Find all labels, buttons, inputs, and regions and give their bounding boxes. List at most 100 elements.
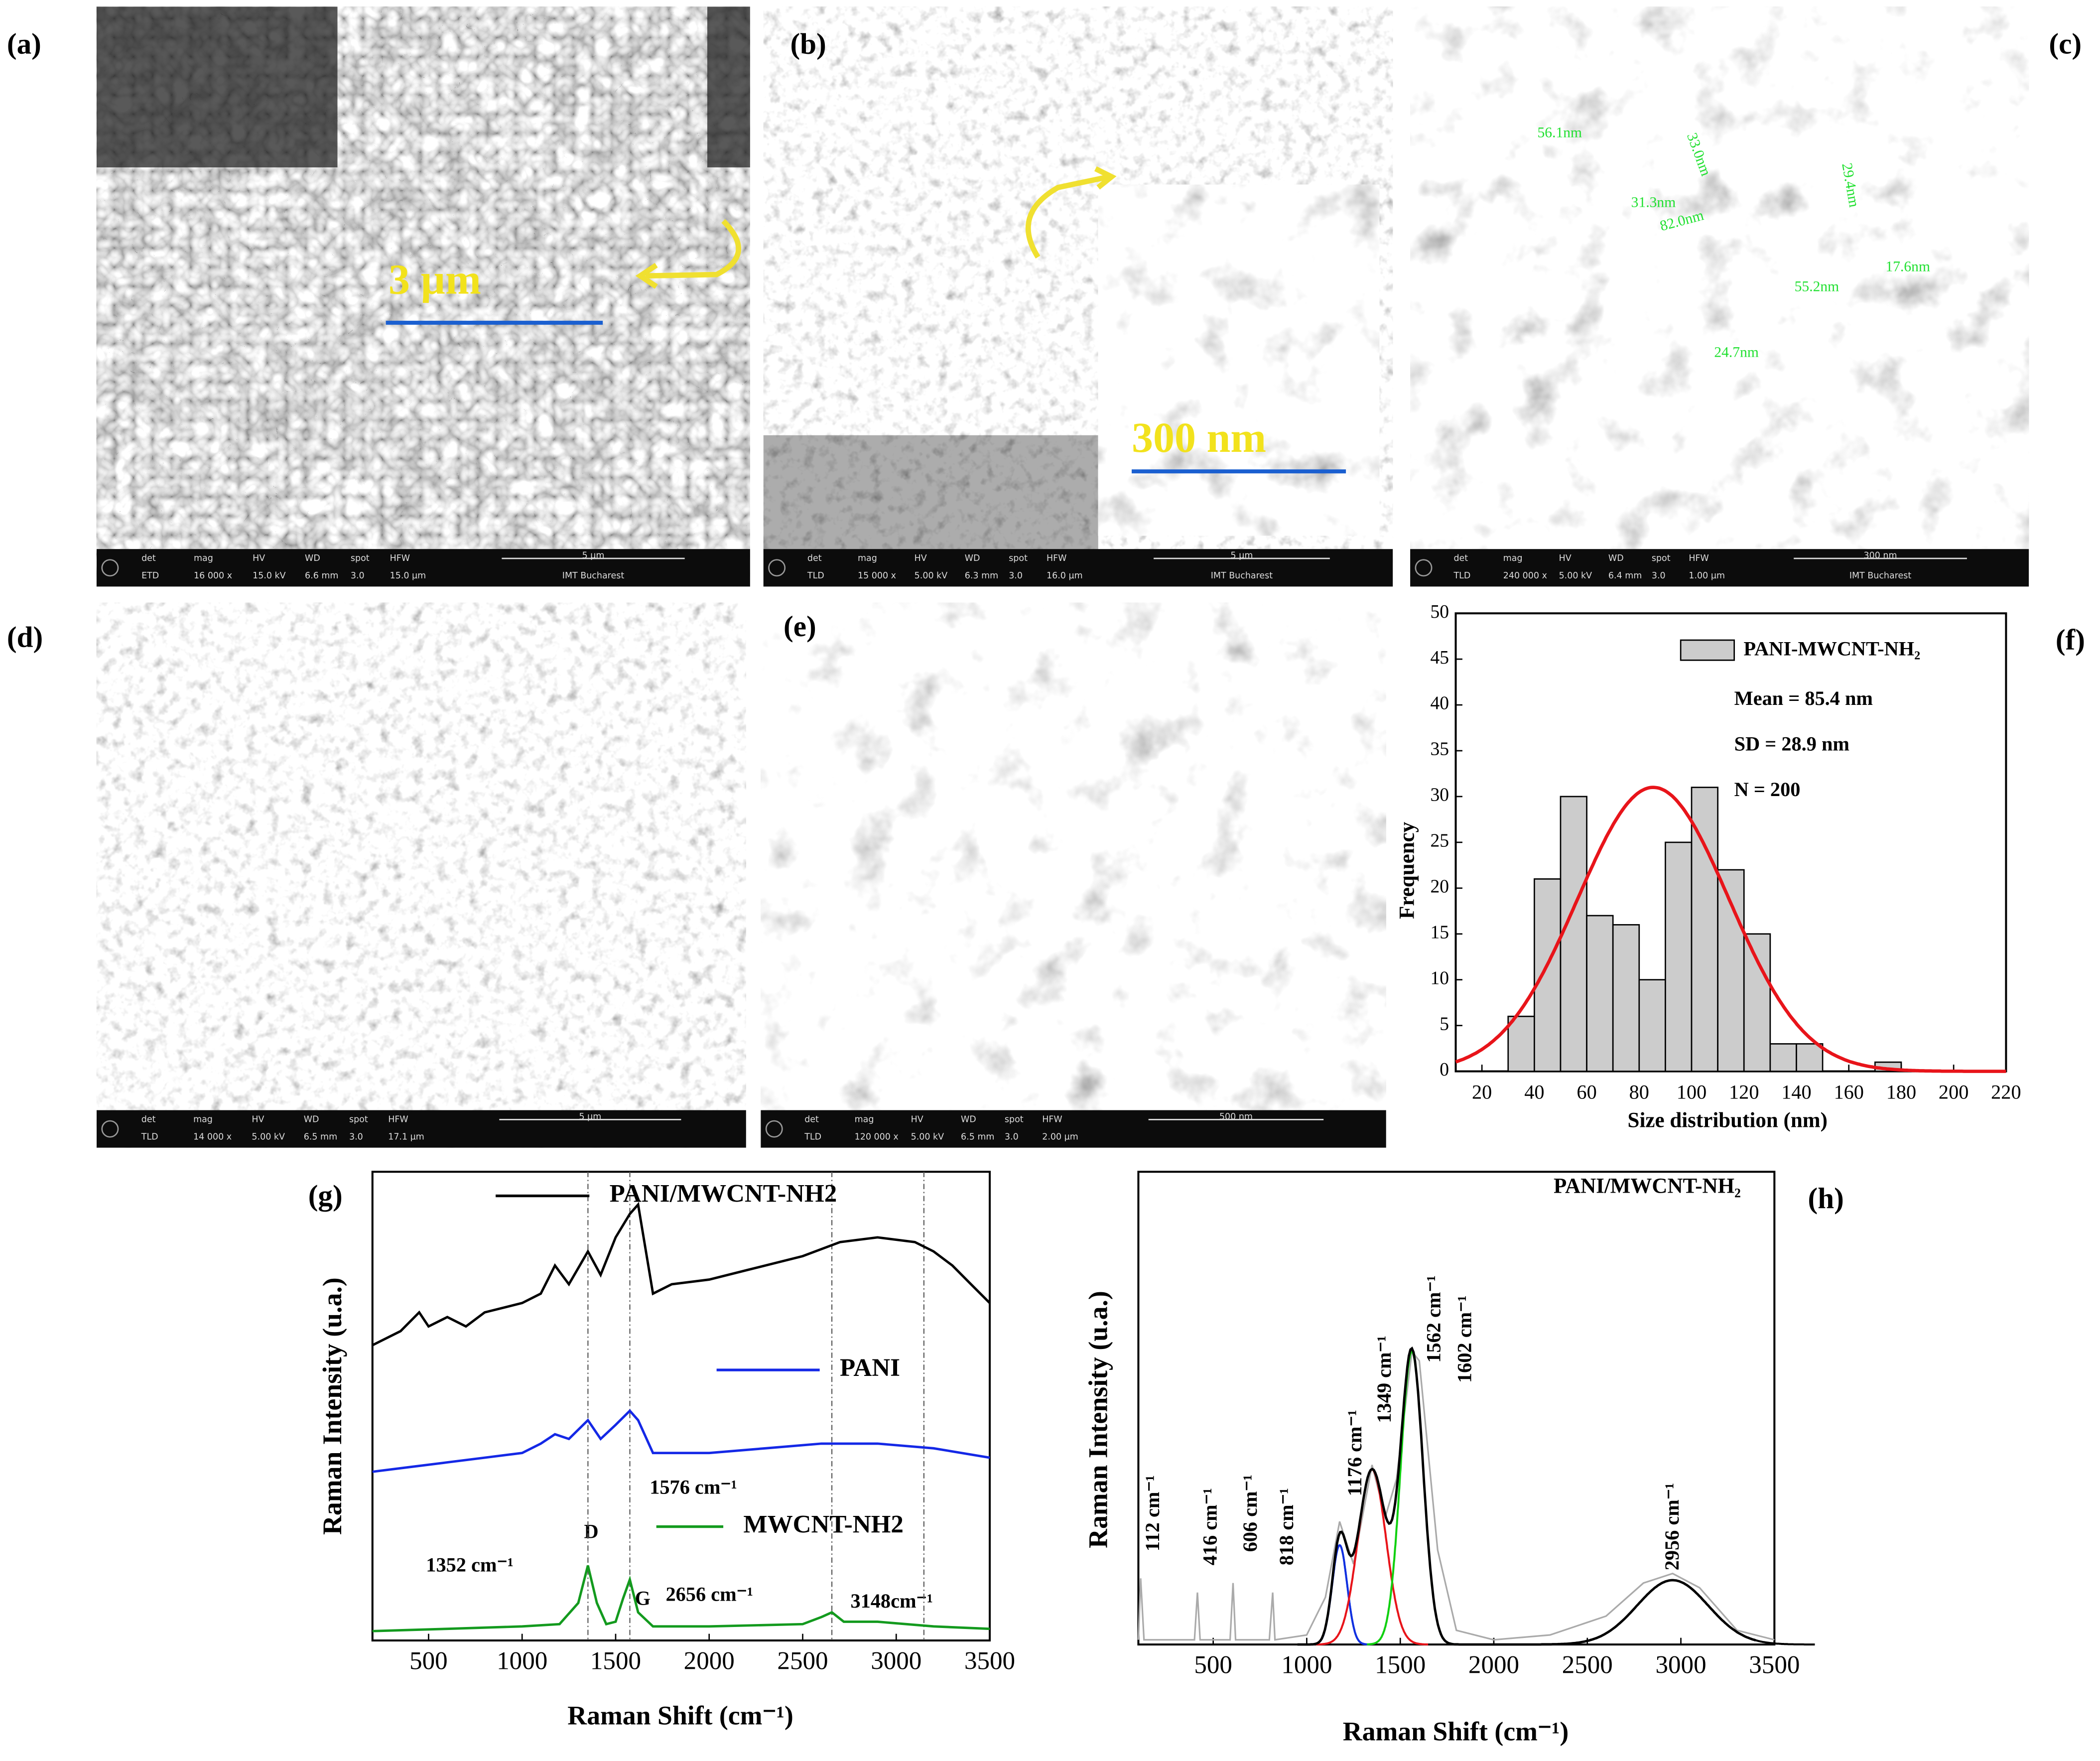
sem-inset	[1095, 181, 1383, 540]
panel-label: (a)	[7, 27, 41, 60]
x-tick-label: 1500	[590, 1646, 641, 1675]
x-tick-label: 60	[1576, 1081, 1596, 1103]
bar	[1612, 924, 1640, 1072]
chart: 20 40 60 80 100 120 140 160 180 200 220 0 5 10 15 20 25 3…	[1395, 601, 2021, 1132]
databar-header: mag	[855, 1114, 874, 1124]
databar-header: det	[141, 553, 156, 563]
databar-value: TLD	[1453, 571, 1470, 581]
annotation: 1602 cm⁻¹	[1453, 1295, 1475, 1383]
databar-header: WD	[965, 553, 980, 563]
logo	[101, 559, 119, 577]
x-tick-label: 1000	[497, 1646, 547, 1675]
institution: IMT Bucharest	[1211, 571, 1273, 581]
measurement: 17.6nm	[1885, 259, 1930, 274]
y-tick-label: 0	[1440, 1059, 1449, 1080]
fit-component	[1530, 1579, 1815, 1646]
x-tick-label: 3000	[1655, 1651, 1706, 1679]
databar-value: 6.5 mm	[961, 1132, 994, 1142]
annotation: 2956 cm⁻¹	[1661, 1483, 1683, 1571]
bar	[1743, 933, 1771, 1072]
x-tick-label: 100	[1677, 1081, 1706, 1103]
x-tick-label: 2500	[1562, 1651, 1613, 1679]
bar	[1586, 915, 1614, 1072]
x-tick-label: 500	[409, 1646, 448, 1675]
bar	[1665, 841, 1693, 1072]
databar-header: mag	[858, 553, 877, 563]
legend-label: PANI	[840, 1354, 900, 1382]
institution: IMT Bucharest	[562, 571, 625, 581]
x-tick-label: 200	[1939, 1081, 1969, 1103]
fit-curve	[1455, 786, 2006, 1073]
x-tick-label: 20	[1472, 1081, 1492, 1103]
databar-value: TLD	[807, 571, 824, 581]
databar: det TLD mag 14 000 x HV 5.00 kV WD 6.5 mm spot 3.…	[96, 1110, 746, 1148]
databar-header: mag	[194, 553, 213, 563]
x-tick-label: 1500	[1375, 1651, 1426, 1679]
databar-header: spot	[1652, 553, 1671, 563]
sem-inset	[337, 6, 707, 378]
databar-header: HFW	[1689, 553, 1708, 563]
panel-label: (c)	[2049, 27, 2082, 60]
logo	[765, 1120, 783, 1138]
databar-value: 1.00 µm	[1689, 571, 1725, 581]
annotation: 1576 cm⁻¹	[650, 1476, 737, 1498]
x-tick-label: 40	[1524, 1081, 1544, 1103]
x-tick-label: 500	[1194, 1651, 1232, 1679]
databar-value: 16 000 x	[194, 571, 232, 581]
series-line	[372, 1409, 990, 1473]
series-line	[372, 1202, 991, 1347]
legend-label: PANI-MWCNT-NH₂	[1743, 638, 1920, 660]
annotation: 1349 cm⁻¹	[1373, 1336, 1395, 1423]
logo	[768, 559, 786, 577]
logo	[1415, 559, 1433, 577]
panel-label: (d)	[7, 621, 43, 654]
plot-frame	[1137, 1171, 1776, 1646]
databar-header: HV	[911, 1114, 923, 1124]
chart: 500 1000 1500 2000 2500 3000 3500 Raman Shift (…	[317, 1171, 1015, 1730]
y-axis-label: Frequency	[1395, 821, 1419, 919]
fit-component	[1310, 1544, 1370, 1646]
legend-label: MWCNT-NH2	[743, 1510, 904, 1538]
y-tick-label: 25	[1430, 830, 1449, 851]
x-tick-label: 3000	[871, 1646, 921, 1675]
y-tick-label: 30	[1430, 785, 1449, 806]
panel-label: (e)	[784, 610, 816, 643]
scale-label: 5 µm	[582, 551, 605, 561]
logo	[101, 1120, 119, 1138]
x-tick-label: 220	[1991, 1081, 2021, 1103]
bar	[1769, 1043, 1797, 1072]
databar-header: WD	[961, 1114, 976, 1124]
x-axis-label: Size distribution (nm)	[1628, 1109, 1828, 1132]
databar-header: det	[807, 553, 822, 563]
bar	[1534, 878, 1562, 1072]
databar-value: 3.0	[349, 1132, 363, 1142]
databar-bg	[1410, 549, 2029, 587]
databar-value: TLD	[141, 1132, 158, 1142]
measurement: 56.1nm	[1538, 125, 1582, 141]
databar: det ETD mag 16 000 x HV 15.0 kV WD 6.6 mm spot 3.…	[96, 549, 750, 587]
panel-label: (g)	[308, 1179, 343, 1212]
annotation: Mean = 85.4 nm	[1734, 687, 1873, 709]
databar-value: 3.0	[1005, 1132, 1019, 1142]
y-tick-label: 45	[1430, 647, 1449, 668]
sem-image	[96, 602, 746, 1148]
x-tick-label: 1000	[1281, 1651, 1332, 1679]
bar	[1691, 787, 1718, 1072]
databar-value: 5.00 kV	[1559, 571, 1592, 581]
databar-bg	[96, 549, 750, 587]
y-tick-label: 5	[1440, 1013, 1449, 1034]
x-tick-label: 80	[1629, 1081, 1649, 1103]
x-tick-label: 2500	[777, 1646, 828, 1675]
x-tick-label: 3500	[964, 1646, 1015, 1675]
annotation: 1352 cm⁻¹	[426, 1553, 514, 1576]
databar-bg	[96, 1110, 746, 1148]
annotation: 1176 cm⁻¹	[1343, 1410, 1366, 1496]
x-tick-label: 120	[1729, 1081, 1759, 1103]
scale-label: 5 µm	[579, 1112, 601, 1122]
databar-header: HV	[252, 1114, 264, 1124]
annotation: SD = 28.9 nm	[1734, 733, 1849, 755]
databar: det TLD mag 120 000 x HV 5.00 kV WD 6.5 mm spot 3…	[761, 1110, 1386, 1148]
databar: det TLD mag 240 000 x HV 5.00 kV WD 6.4 mm spot 3…	[1410, 549, 2029, 587]
databar-value: 5.00 kV	[911, 1132, 944, 1142]
